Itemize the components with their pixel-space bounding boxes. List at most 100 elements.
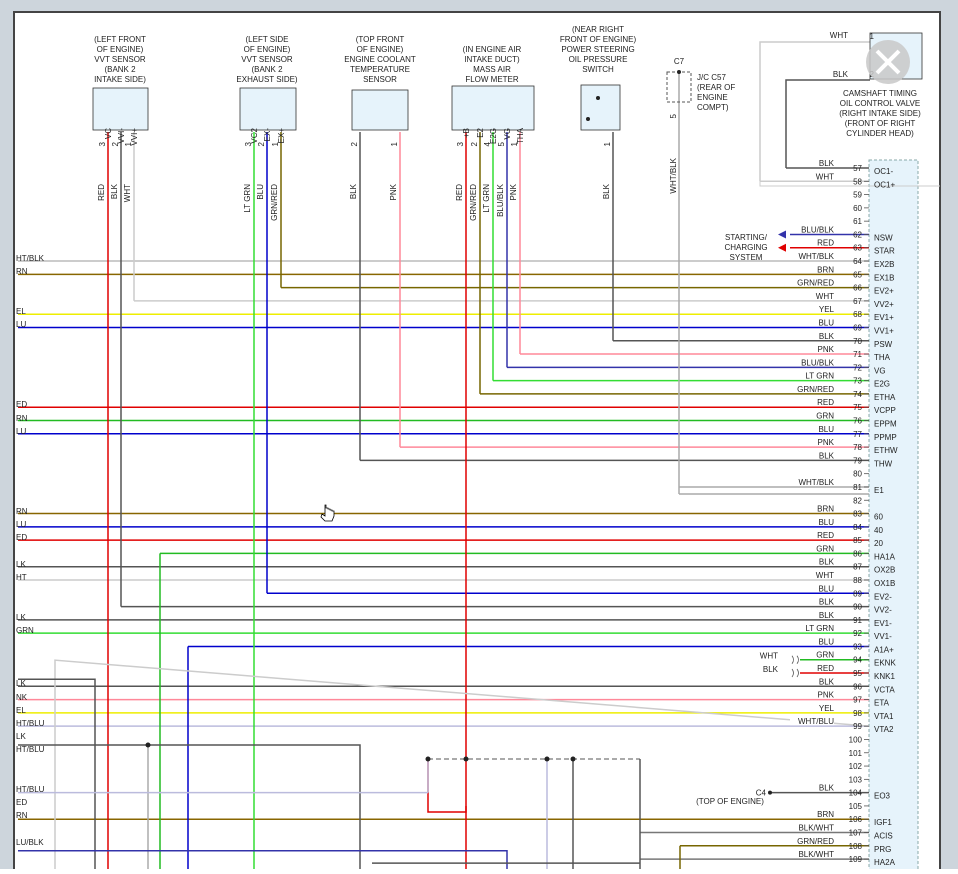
- pin-number: 4: [483, 141, 492, 146]
- pin-number: 5: [497, 141, 506, 146]
- close-button[interactable]: [866, 40, 910, 84]
- component-label: FRONT OF ENGINE): [560, 35, 637, 44]
- pin-name: HA2A: [874, 858, 896, 867]
- wire-label: RED: [817, 398, 834, 407]
- component-label: (BANK 2: [104, 65, 136, 74]
- junction-node: [677, 70, 681, 74]
- pin-number: 101: [849, 749, 863, 758]
- pin-name: VCTA: [874, 685, 895, 694]
- wire-label: YEL: [819, 305, 835, 314]
- junction-label: COMPT): [697, 103, 729, 112]
- component-label: OIL CONTROL VALVE: [840, 99, 920, 108]
- wire-label: GRN/RED: [797, 385, 834, 394]
- wires: [18, 41, 940, 869]
- pin-name: EKNK: [874, 659, 896, 668]
- wire-label: BLK: [819, 558, 835, 567]
- splice: [463, 756, 469, 762]
- wire-label: BLK: [819, 611, 835, 620]
- pin-number: 61: [853, 217, 862, 226]
- wire: [759, 181, 940, 187]
- pin-number: 80: [853, 470, 862, 479]
- left-wire-label: HT/BLU: [16, 745, 45, 754]
- wire-label: GRN/RED: [797, 279, 834, 288]
- left-wire-label: LU: [16, 427, 26, 436]
- wire-label: RED: [817, 531, 834, 540]
- pin-name: VV2-: [874, 606, 892, 615]
- label-bg: [790, 332, 834, 340]
- label-bg: [790, 372, 834, 380]
- label-bg: [790, 226, 834, 234]
- pin-number: 2: [470, 141, 479, 146]
- pin-number: 75: [853, 403, 862, 412]
- wire-label: PNK: [818, 345, 835, 354]
- pin-name: NSW: [874, 233, 893, 242]
- component-label: CYLINDER HEAD): [846, 129, 914, 138]
- pin-name: THA: [516, 127, 525, 144]
- pin-name: STAR: [874, 247, 895, 256]
- label-bg: [790, 558, 834, 566]
- component-label: VVT SENSOR: [241, 55, 293, 64]
- pin-name: OX1B: [874, 579, 895, 588]
- wire-label: LT GRN: [243, 184, 252, 213]
- label-bg: [790, 704, 834, 712]
- pin-number: 97: [853, 696, 862, 705]
- pin-number: 87: [853, 563, 862, 572]
- pin-number: 5: [669, 113, 678, 118]
- wire-label: WHT/BLU: [798, 717, 834, 726]
- wire-label: BLK: [110, 183, 119, 199]
- pin-name: 20: [874, 539, 883, 548]
- pin-number: 86: [853, 549, 862, 558]
- pin-number: 93: [853, 642, 862, 651]
- pin-number: 77: [853, 430, 862, 439]
- label-bg: [790, 571, 834, 579]
- wire-label: BRN: [817, 265, 834, 274]
- wire-label: WHT: [123, 184, 132, 202]
- pin-number: 82: [853, 496, 862, 505]
- wire-label: WHT: [816, 292, 834, 301]
- pin-number: 70: [853, 337, 862, 346]
- pin-number: 62: [853, 230, 862, 239]
- pin-name: EV2+: [874, 287, 894, 296]
- pin-name: HA1A: [874, 552, 896, 561]
- label-bg: [790, 452, 834, 460]
- close-icon[interactable]: [875, 49, 901, 75]
- pin-number: 57: [853, 164, 862, 173]
- pin-name: PSW: [874, 340, 893, 349]
- wire-label: BLU: [818, 425, 834, 434]
- junction-label: C7: [674, 57, 685, 66]
- left-wire-label: ED: [16, 798, 27, 807]
- wire-label: GRN: [816, 412, 834, 421]
- pin-number: 103: [849, 775, 863, 784]
- pin-number: 92: [853, 629, 862, 638]
- wire-label: RED: [817, 664, 834, 673]
- wire-label: WHT/BLK: [669, 157, 678, 193]
- wire-label: BLK: [819, 332, 835, 341]
- shield-mark: [791, 668, 799, 678]
- label-bg: [790, 346, 834, 354]
- component-label: SWITCH: [582, 65, 614, 74]
- pin-name: EX+: [277, 128, 286, 144]
- component-label: (NEAR RIGHT: [572, 25, 624, 34]
- wire-label: RED: [455, 184, 464, 201]
- pin-number: 109: [849, 855, 863, 864]
- label-bg: [790, 319, 834, 327]
- label-bg: [790, 678, 834, 686]
- wire-label: BLU: [818, 637, 834, 646]
- pin-name: OC1+: [874, 180, 895, 189]
- pin-number: 1: [603, 141, 612, 146]
- pin-number: 106: [849, 815, 863, 824]
- pin-number: 2: [350, 141, 359, 146]
- pin-name: VV1-: [874, 632, 892, 641]
- left-wire-label: RN: [16, 811, 28, 820]
- left-wire-label: ED: [16, 533, 27, 542]
- pin-name: EX1B: [874, 273, 894, 282]
- ground-node: [768, 790, 772, 795]
- label-bg: [790, 292, 834, 300]
- component-label: FLOW METER: [465, 75, 519, 84]
- ground-label: C4: [756, 789, 767, 798]
- pin-number: 79: [853, 456, 862, 465]
- label-bg: [790, 784, 834, 792]
- label-bg: [790, 279, 834, 287]
- pin-name: EPPM: [874, 420, 897, 429]
- pin-name: VC: [104, 128, 113, 139]
